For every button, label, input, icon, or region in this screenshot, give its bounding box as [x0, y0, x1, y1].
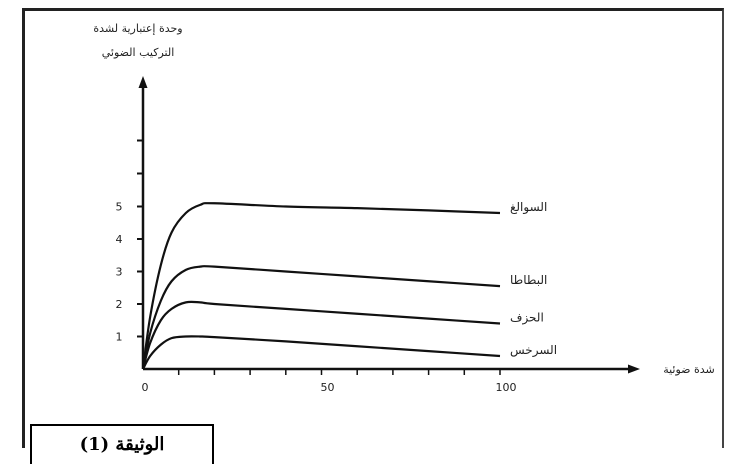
document-caption-box: الوثيقة (1)	[30, 424, 214, 464]
series-label-2: البطاطا	[510, 273, 547, 287]
y-axis-label-line2: التركيب الضوئي	[102, 46, 175, 59]
y-tick-label: 5	[116, 201, 123, 214]
document-frame	[22, 8, 724, 448]
y-tick-label: 4	[116, 233, 123, 246]
x-tick-label: 0	[142, 381, 149, 394]
series-line-3	[141, 300, 501, 370]
y-axis-arrow-icon	[138, 76, 148, 88]
series-label-1: السوالغ	[510, 200, 547, 215]
series-group: السوالغ البطاطا الحزف السرخس	[141, 200, 557, 370]
series-line-1	[141, 202, 501, 370]
x-tick-label: 100	[496, 381, 517, 394]
series-line-4	[142, 335, 501, 370]
y-tick-label: 1	[116, 331, 123, 344]
series-label-4: السرخس	[510, 343, 557, 358]
document-caption: الوثيقة (1)	[79, 434, 165, 455]
series-label-3: الحزف	[510, 311, 544, 326]
y-axis-label-line1: وحدة إعتبارية لشدة	[93, 22, 182, 35]
y-tick-label: 3	[116, 266, 123, 279]
x-axis-arrow-icon	[628, 364, 640, 374]
x-tick-label: 50	[321, 381, 335, 394]
y-tick-label: 2	[116, 298, 123, 311]
x-axis-label: شدة ضوئية	[663, 363, 715, 376]
series-line-2	[141, 265, 501, 370]
